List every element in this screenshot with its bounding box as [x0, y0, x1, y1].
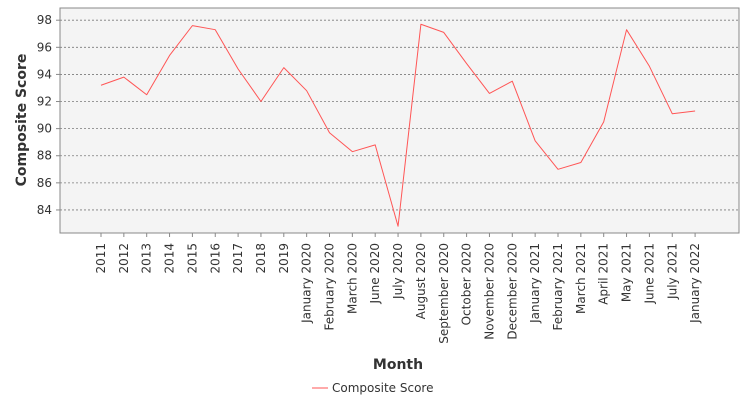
data-point	[511, 80, 514, 83]
data-point	[397, 225, 400, 228]
data-point	[145, 93, 148, 96]
data-point	[579, 161, 582, 164]
x-tick-label: 2011	[94, 243, 108, 274]
data-point	[122, 76, 125, 79]
data-point	[488, 92, 491, 95]
y-tick-label: 94	[37, 67, 52, 81]
x-tick-label: March 2021	[574, 243, 588, 314]
x-tick-label: 2014	[163, 243, 177, 274]
x-tick-label: 2013	[140, 243, 154, 274]
x-tick-label: March 2020	[345, 243, 359, 314]
x-tick-label: May 2021	[620, 243, 634, 302]
x-tick-label: February 2021	[551, 243, 565, 331]
y-tick-label: 96	[37, 40, 52, 54]
x-tick-label: 2016	[208, 243, 222, 274]
y-axis: 84 86 88 90 92 94 96 98	[37, 13, 60, 217]
series-line	[100, 23, 696, 227]
data-point	[465, 62, 468, 65]
plot-area	[60, 8, 739, 233]
legend: Composite Score	[312, 381, 433, 395]
x-tick-label: 2012	[117, 243, 131, 274]
y-tick-label: 84	[37, 203, 52, 217]
data-point	[602, 120, 605, 123]
x-tick-label: November 2020	[482, 243, 496, 340]
data-point	[328, 131, 331, 134]
x-tick-label: June 2021	[642, 243, 656, 305]
x-axis-title: Month	[373, 357, 423, 373]
data-point	[671, 112, 674, 115]
x-tick-label: June 2020	[368, 243, 382, 305]
x-tick-label: 2015	[185, 243, 199, 274]
y-tick-label: 92	[37, 95, 52, 109]
data-point	[237, 68, 240, 71]
legend-label: Composite Score	[332, 381, 433, 395]
x-tick-label: 2019	[277, 243, 291, 274]
x-tick-label: January 2021	[528, 243, 542, 324]
data-point	[168, 54, 171, 57]
x-tick-label: April 2021	[597, 243, 611, 305]
x-tick-label: September 2020	[437, 243, 451, 344]
x-tick-label: 2018	[254, 243, 268, 274]
data-point	[191, 24, 194, 27]
x-tick-label: February 2020	[323, 243, 337, 331]
data-point	[351, 150, 354, 153]
x-tick-label: 2017	[231, 243, 245, 274]
data-point	[305, 89, 308, 92]
data-point	[374, 143, 377, 146]
x-tick-label: January 2020	[300, 243, 314, 324]
data-point	[442, 31, 445, 34]
data-point	[282, 66, 285, 69]
x-tick-label: July 2020	[391, 243, 405, 300]
data-point	[625, 28, 628, 31]
data-point	[260, 100, 263, 103]
data-point	[557, 168, 560, 171]
x-axis: 2011 2012 2013 2014 2015 2016 2017 2018 2019 Janu…	[94, 233, 702, 344]
x-tick-label: October 2020	[460, 243, 474, 325]
y-tick-label: 86	[37, 176, 52, 190]
y-tick-label: 90	[37, 122, 52, 136]
x-tick-label: December 2020	[505, 243, 519, 340]
gridlines	[60, 19, 739, 211]
x-tick-label: July 2021	[665, 243, 679, 300]
series-layer	[100, 23, 697, 228]
data-point	[534, 139, 537, 142]
x-tick-label: August 2020	[414, 243, 428, 319]
y-tick-label: 98	[37, 13, 52, 27]
data-point	[420, 23, 423, 26]
plot-frame	[59, 7, 740, 234]
data-point	[648, 65, 651, 68]
data-point	[100, 84, 103, 87]
x-tick-label: January 2022	[688, 243, 702, 324]
y-tick-label: 88	[37, 149, 52, 163]
y-axis-title: Composite Score	[14, 54, 30, 187]
data-point	[694, 110, 697, 113]
data-point	[214, 28, 217, 31]
